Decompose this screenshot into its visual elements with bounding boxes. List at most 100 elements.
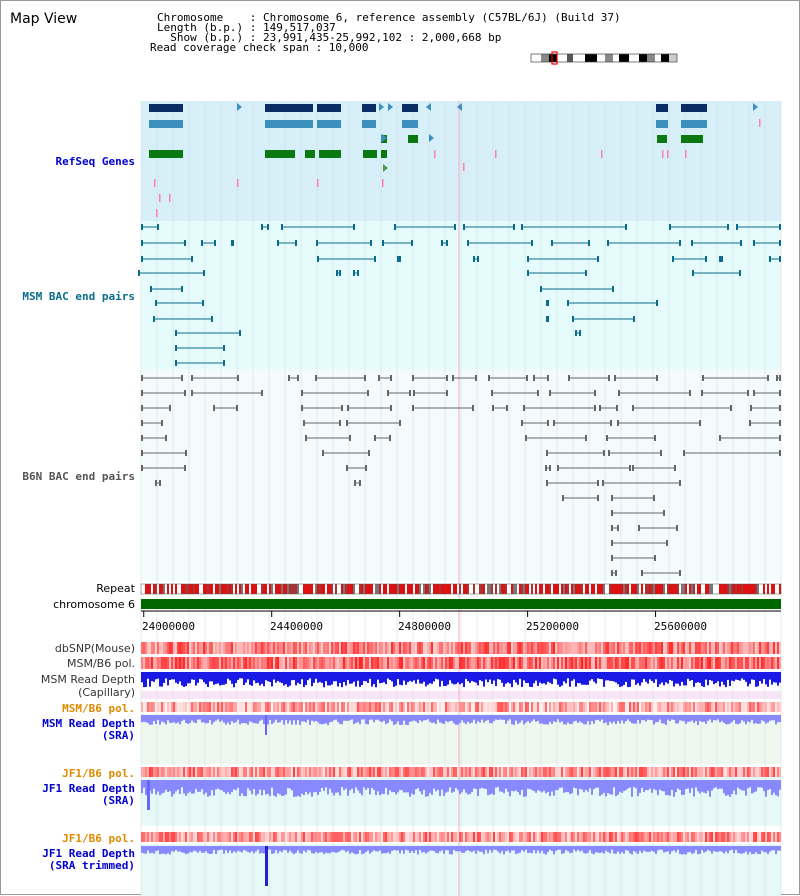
repeat-segment — [251, 584, 253, 594]
depth-bar — [525, 846, 527, 850]
depth-bar — [507, 846, 509, 851]
depth-bar — [147, 846, 149, 851]
heat-cell — [607, 657, 609, 669]
heat-cell — [273, 657, 275, 669]
heat-cell — [579, 657, 581, 669]
heat-cell — [195, 702, 197, 712]
depth-bar — [679, 672, 681, 686]
heat-cell — [563, 832, 565, 842]
depth-bar — [181, 715, 183, 722]
heat-cell — [667, 767, 669, 777]
repeat-segment — [433, 584, 435, 594]
repeat-segment — [235, 584, 237, 594]
repeat-segment — [301, 584, 303, 594]
heat-cell — [353, 657, 355, 669]
heat-cell — [687, 832, 689, 842]
heat-cell — [161, 702, 163, 712]
b6n-bac-pair-end — [412, 405, 414, 411]
depth-bar — [309, 780, 311, 793]
heat-cell — [719, 702, 721, 712]
heat-cell — [325, 832, 327, 842]
b6n-bac-track-label[interactable]: B6N BAC end pairs — [22, 470, 135, 483]
heat-cell — [609, 832, 611, 842]
repeat-segment — [473, 584, 475, 594]
heat-cell — [653, 642, 655, 654]
depth-bar — [315, 715, 317, 721]
heat-cell — [221, 832, 223, 842]
repeat-segment — [227, 584, 229, 594]
msm-bac-pair-end — [672, 256, 674, 262]
msm-bac-track-label[interactable]: MSM BAC end pairs — [22, 290, 135, 303]
heat-cell — [467, 767, 469, 777]
depth-bar — [189, 846, 191, 853]
heat-cell — [779, 657, 781, 669]
heat-cell — [509, 702, 511, 712]
heat-cell — [171, 702, 173, 712]
repeat-segment — [289, 584, 291, 594]
b6n-bac-pair-end — [679, 570, 681, 576]
b6n-bac-pair-end — [603, 450, 605, 456]
heat-cell — [305, 642, 307, 654]
depth-bar — [491, 780, 493, 794]
heat-cell — [399, 767, 401, 777]
depth-bar — [759, 715, 761, 724]
heat-cell — [535, 767, 537, 777]
heat-cell — [703, 702, 705, 712]
depth-bar — [301, 780, 303, 794]
heat-cell — [489, 767, 491, 777]
depth-bar — [499, 846, 501, 854]
depth-bar — [227, 846, 229, 854]
ideogram-band — [573, 54, 585, 62]
heat-cell — [623, 642, 625, 654]
depth-bar — [565, 715, 567, 725]
depth-bar — [589, 780, 591, 789]
b6n-bac-pair-end — [702, 375, 704, 381]
depth-bar — [611, 672, 613, 681]
heat-cell — [343, 767, 345, 777]
depth-bar — [563, 715, 565, 725]
heat-cell — [243, 657, 245, 669]
msm-bac-pair-end — [353, 224, 355, 230]
repeat-segment — [467, 584, 469, 594]
depth-bar — [729, 780, 731, 797]
depth-bar — [195, 780, 197, 790]
depth-bar — [363, 715, 365, 720]
depth-bar — [607, 780, 609, 794]
heat-cell — [653, 767, 655, 777]
heat-cell — [761, 657, 763, 669]
show-range-info: Show (b.p.) : 23,991,435-25,992,102 : 2,… — [157, 31, 502, 44]
depth-bar — [679, 715, 681, 721]
heat-cell — [727, 657, 729, 669]
depth-bar — [401, 715, 403, 725]
depth-bar — [623, 672, 625, 685]
depth-bar — [751, 780, 753, 794]
b6n-bac-pair-end — [141, 375, 143, 381]
heat-cell — [393, 642, 395, 654]
pink-marker — [463, 163, 465, 171]
depth-bar — [333, 846, 335, 853]
depth-bar — [249, 780, 251, 791]
heat-cell — [141, 702, 143, 712]
depth-bar — [219, 780, 221, 790]
depth-bar — [677, 846, 679, 850]
heat-cell — [533, 657, 535, 669]
heat-cell — [423, 702, 425, 712]
depth-bar — [529, 672, 531, 687]
depth-bar — [335, 715, 337, 720]
depth-bar — [235, 780, 237, 791]
heat-cell — [389, 702, 391, 712]
heat-cell — [179, 642, 181, 654]
depth-bar — [689, 846, 691, 852]
depth-bar — [609, 672, 611, 681]
refseq-track-label[interactable]: RefSeq Genes — [55, 155, 135, 168]
heat-cell — [539, 657, 541, 669]
heat-cell — [745, 657, 747, 669]
heat-cell — [601, 657, 603, 669]
strand-arrow — [382, 134, 387, 142]
repeat-segment — [553, 584, 555, 594]
depth-bar — [701, 672, 703, 687]
depth-bar — [225, 715, 227, 725]
repeat-segment — [599, 584, 601, 594]
repeat-segment — [463, 584, 465, 594]
